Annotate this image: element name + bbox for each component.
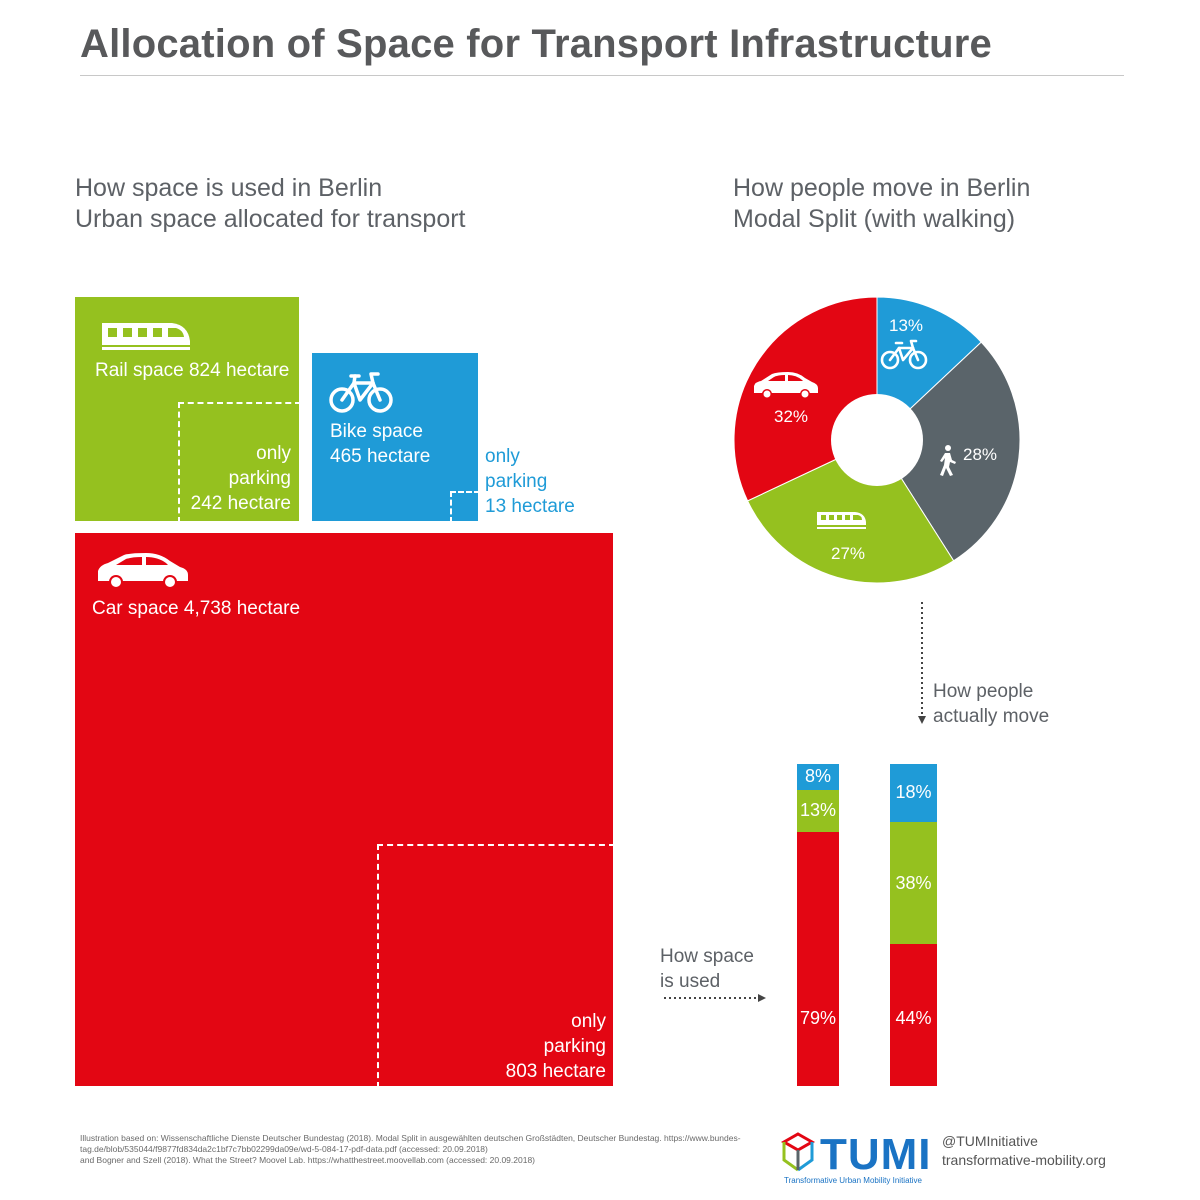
pedestrian-icon [940, 445, 956, 476]
bar-segment-bike: 18% [890, 764, 937, 822]
website: transformative-mobility.org [942, 1152, 1106, 1168]
rail-space-label: Rail space 824 hectare [95, 360, 290, 381]
social-handle: @TUMInitiative [942, 1133, 1038, 1149]
modal-split-donut: 13% 28% 27% 32% [733, 297, 1021, 584]
page-title: Allocation of Space for Transport Infras… [80, 22, 992, 66]
bicycle-icon [880, 339, 928, 370]
bar-label-bike: 8% [804, 766, 831, 787]
car-parking-label: only parking 803 hectare [505, 1011, 606, 1082]
left-heading-line2: Urban space allocated for transport [75, 205, 466, 233]
train-icon [102, 323, 190, 350]
bike-space-label: Bike space 465 hectare [330, 421, 431, 467]
dotted-arrow-right [664, 994, 766, 1002]
bar-label-rail: 38% [895, 872, 932, 893]
bike-parking-outline [450, 491, 480, 523]
donut-slice-walk [876, 341, 1021, 562]
bar-segment-car: 44% [890, 944, 937, 1086]
car-space-label: Car space 4,738 hectare [92, 598, 301, 619]
bar-segment-rail: 38% [890, 821, 937, 945]
car-icon [98, 553, 188, 589]
tumi-tagline: Transformative Urban Mobility Initiative [784, 1176, 922, 1185]
donut-hole [831, 394, 923, 486]
bar-label-rail: 13% [799, 800, 837, 821]
right-heading-line1: How people move in Berlin [733, 174, 1031, 202]
donut-slice-rail [746, 439, 955, 584]
bar-label-bike: 18% [895, 782, 932, 803]
bicycle-icon [329, 372, 393, 413]
bike-parking-label: only parking 13 hectare [485, 446, 575, 517]
rail-parking-outline [178, 402, 301, 523]
rail-parking-label: only parking 242 hectare [190, 443, 291, 514]
left-heading-line1: How space is used in Berlin [75, 174, 383, 202]
bar-label-car: 44% [895, 1007, 932, 1028]
dotted-arrow-down [918, 602, 926, 724]
rail-space-box: Rail space 824 hectare only parking 242 … [75, 297, 301, 523]
slice-label-car: 32% [774, 407, 808, 426]
tumi-logo-mark [780, 1132, 816, 1172]
bar-segment-bike: 8% [797, 764, 839, 790]
note-space-used: How space is used [660, 946, 754, 992]
car-parking-outline [377, 844, 615, 1088]
bar-segment-car: 79% [797, 831, 839, 1086]
car-space-box: Car space 4,738 hectare only parking 803… [75, 533, 615, 1088]
right-heading: How people move in Berlin Modal Split (w… [733, 173, 1030, 235]
left-heading: How space is used in Berlin Urban space … [75, 173, 466, 235]
car-icon [754, 372, 818, 399]
slice-label-walk: 28% [963, 445, 997, 464]
bar-segment-rail: 13% [797, 789, 839, 832]
bar-label-car: 79% [799, 1007, 837, 1028]
title-divider [80, 75, 1124, 76]
bike-space-box: Bike space 465 hectare [312, 353, 480, 523]
note-actually-move: How people actually move [933, 681, 1050, 727]
tumi-logo: TUMI [820, 1130, 932, 1179]
slice-label-rail: 27% [831, 544, 865, 563]
slice-label-bike: 13% [889, 316, 923, 335]
train-icon [817, 512, 866, 529]
footnote: Illustration based on: Wissenschaftliche… [80, 1133, 741, 1165]
right-heading-line2: Modal Split (with walking) [733, 205, 1016, 233]
